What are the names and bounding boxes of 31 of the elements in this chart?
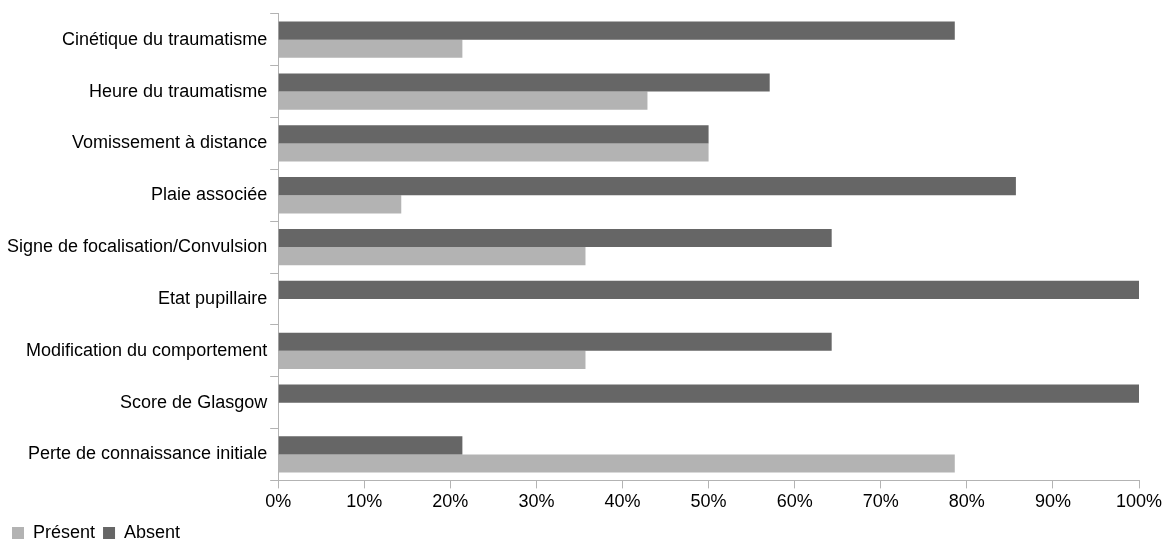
x-tick-label: 80% (948, 491, 985, 512)
bar (278, 228, 832, 248)
x-tick-label: 100% (1115, 491, 1163, 512)
legend-label: Présent (33, 521, 96, 542)
y-tick-label: Cinétique du traumatisme (62, 28, 268, 49)
bar (278, 73, 770, 92)
y-tick-label: Etat pupillaire (158, 287, 268, 308)
y-tick-label: Vomissement à distance (72, 132, 268, 153)
x-tick-label: 10% (346, 491, 383, 512)
bar (278, 384, 1139, 403)
x-tick-label: 40% (604, 491, 641, 512)
bar (278, 436, 463, 455)
x-tick-label: 50% (690, 491, 727, 512)
bar (278, 280, 1139, 299)
bar (278, 21, 955, 40)
bar (278, 332, 832, 351)
bar (278, 125, 709, 144)
y-tick-label: Modification du comportement (26, 339, 268, 360)
y-tick-label: Signe de focalisation/Convulsion (6, 236, 268, 257)
x-tick-label: 30% (518, 491, 555, 512)
y-tick-label: Plaie associée (151, 184, 268, 205)
x-tick-label: 60% (776, 491, 813, 512)
bar (278, 177, 1016, 196)
x-tick-label: 20% (432, 491, 469, 512)
y-tick-label: Score de Glasgow (120, 391, 269, 412)
x-tick-label: 90% (1034, 491, 1071, 512)
legend-label: Absent (124, 521, 181, 542)
x-tick-label: 0% (265, 491, 292, 512)
x-tick-label: 70% (862, 491, 899, 512)
y-tick-label: Heure du traumatisme (89, 80, 268, 101)
y-tick-label: Perte de connaissance initiale (28, 443, 268, 464)
